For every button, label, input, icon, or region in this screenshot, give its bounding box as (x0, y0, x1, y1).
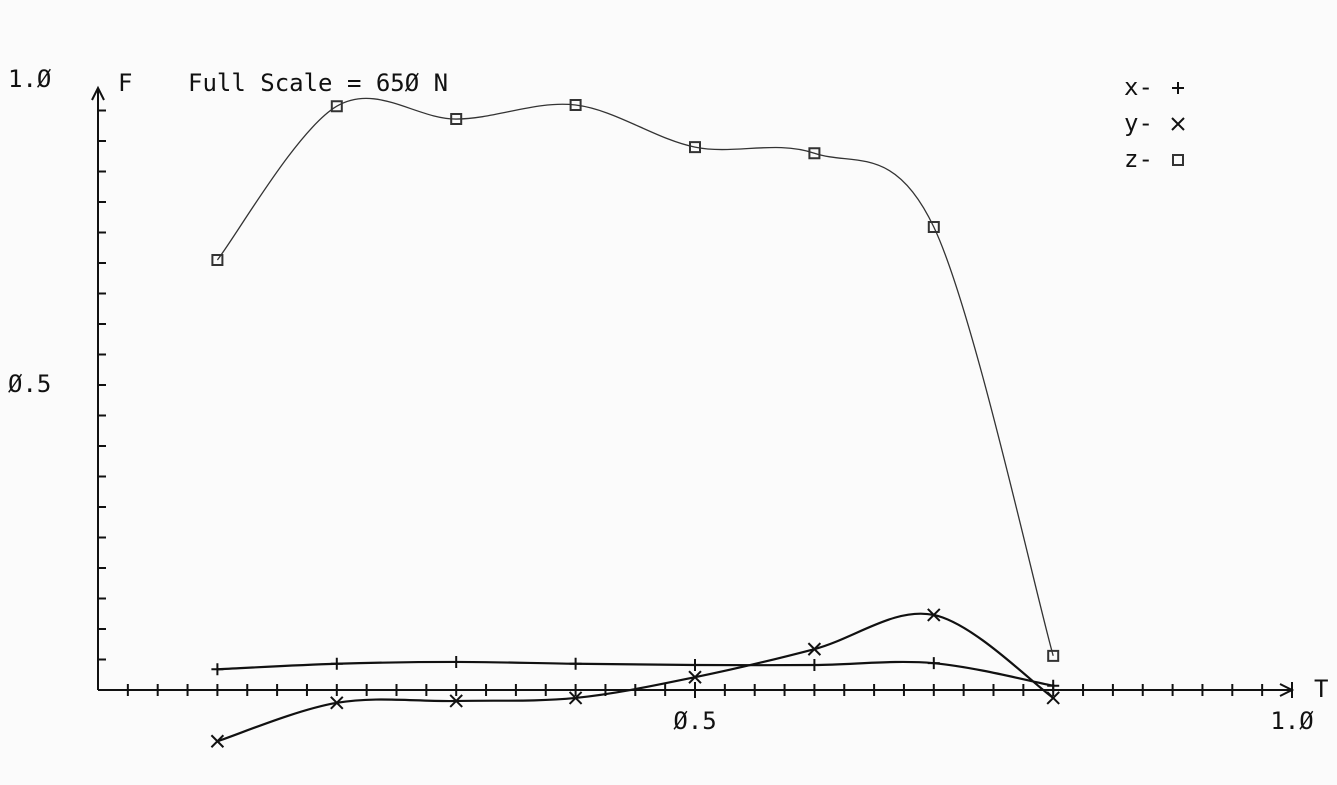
data-point (807, 642, 822, 656)
legend-label: z- (1124, 145, 1153, 173)
data-point (688, 670, 702, 684)
legend-label: y- (1124, 109, 1153, 137)
data-point (1047, 679, 1060, 692)
series-line (216, 97, 1054, 657)
data-point (1046, 691, 1060, 705)
data-point (211, 253, 224, 266)
chart-title: Full Scale = 65Ø N (188, 69, 448, 97)
x-tick-label: 1.Ø (1270, 707, 1314, 735)
legend-marker (1172, 154, 1184, 166)
data-point (330, 100, 343, 113)
y-axis-label: F (118, 69, 132, 97)
data-point (1047, 649, 1060, 662)
data-point (927, 221, 940, 234)
data-point (330, 696, 344, 710)
data-point (330, 657, 343, 670)
data-point (927, 608, 941, 622)
legend-marker (1171, 117, 1185, 131)
data-point (689, 658, 701, 671)
data-point (450, 113, 463, 126)
legend-label: x- (1124, 73, 1153, 101)
y-tick-label: 1.Ø (8, 65, 52, 93)
data-point (210, 734, 225, 748)
data-point (689, 141, 701, 154)
y-tick-label: Ø.5 (8, 370, 51, 398)
series-line (217, 612, 1054, 743)
x-axis-label: T (1314, 675, 1328, 703)
legend-marker (1172, 82, 1184, 94)
data-point (927, 657, 940, 670)
data-point (449, 694, 463, 708)
data-point (569, 657, 582, 670)
data-point (808, 658, 821, 671)
y-axis (91, 85, 105, 690)
data-point (450, 655, 463, 668)
x-tick-label: Ø.5 (673, 707, 716, 735)
data-point (808, 147, 821, 160)
data-point (569, 99, 582, 112)
data-point (211, 663, 224, 676)
data-point (568, 691, 583, 705)
